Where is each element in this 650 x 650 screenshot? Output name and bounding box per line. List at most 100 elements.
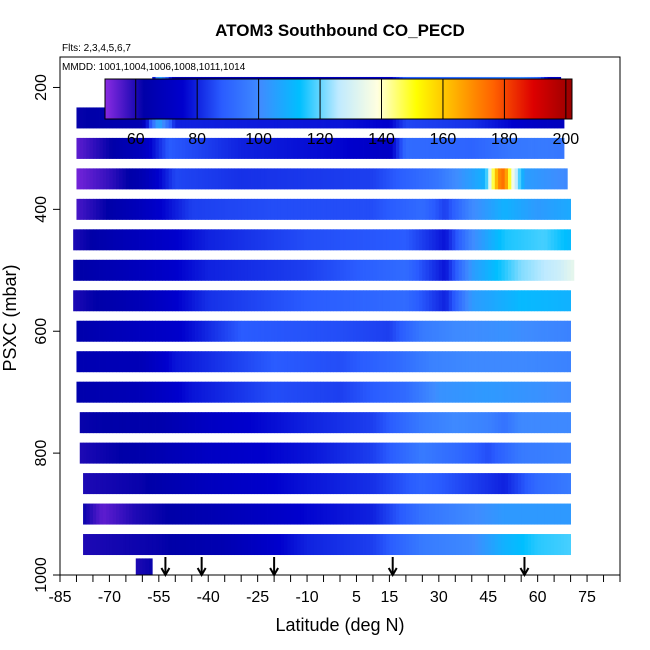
heatmap-cell	[109, 198, 114, 220]
heatmap-cell	[343, 534, 347, 556]
heatmap-cell	[264, 137, 268, 159]
heatmap-cell	[521, 137, 525, 159]
heatmap-cell	[471, 229, 476, 251]
heatmap-cell	[218, 473, 222, 495]
heatmap-cell	[554, 259, 558, 281]
heatmap-cell	[550, 534, 555, 556]
heatmap-cell	[508, 442, 512, 464]
heatmap-cell	[498, 412, 502, 434]
heatmap-cell	[554, 229, 558, 251]
heatmap-cell	[185, 442, 189, 464]
heatmap-cell	[155, 412, 160, 434]
heatmap-cell	[86, 320, 91, 342]
heatmap-cell	[422, 168, 427, 190]
heatmap-cell	[524, 381, 529, 403]
heatmap-cell	[419, 351, 423, 373]
heatmap-cell	[99, 473, 104, 495]
heatmap-cell	[280, 290, 285, 312]
heatmap-cell	[356, 473, 361, 495]
heatmap-cell	[547, 442, 552, 464]
heatmap-cell	[376, 412, 380, 434]
heatmap-cell	[125, 259, 130, 281]
heatmap-cell	[135, 259, 140, 281]
heatmap-cell	[316, 198, 321, 220]
heatmap-cell	[264, 229, 268, 251]
heatmap-cell	[274, 442, 278, 464]
heatmap-cell	[293, 137, 298, 159]
heatmap-cell	[488, 534, 492, 556]
heatmap-cell	[511, 198, 515, 220]
heatmap-cell	[201, 381, 206, 403]
heatmap-cell	[396, 442, 400, 464]
heatmap-cell	[478, 137, 483, 159]
heatmap-cell	[435, 442, 440, 464]
heatmap-cell	[564, 198, 568, 220]
heatmap-cell	[554, 473, 558, 495]
heatmap-cell	[188, 259, 193, 281]
heatmap-cell	[221, 168, 226, 190]
heatmap-cell	[185, 137, 189, 159]
heatmap-cell	[488, 473, 492, 495]
heatmap-cell	[99, 320, 104, 342]
heatmap-cell	[218, 534, 222, 556]
heatmap-cell	[264, 320, 268, 342]
heatmap-cell	[145, 229, 150, 251]
heatmap-cell	[231, 229, 235, 251]
heatmap-cell	[372, 534, 377, 556]
heatmap-cell	[330, 290, 334, 312]
heatmap-cell	[181, 503, 186, 525]
heatmap-cell	[346, 412, 351, 434]
heatmap-cell	[293, 198, 298, 220]
heatmap-cell	[284, 320, 288, 342]
heatmap-cell	[264, 351, 268, 373]
heatmap-cell	[224, 320, 229, 342]
heatmap-cell	[92, 259, 97, 281]
heatmap-cell	[125, 473, 130, 495]
heatmap-cell	[455, 351, 459, 373]
heatmap-cell	[428, 168, 433, 190]
heatmap-cell	[534, 198, 539, 220]
heatmap-cell	[168, 259, 173, 281]
heatmap-cell	[363, 351, 367, 373]
heatmap-cell	[448, 351, 453, 373]
heatmap-cell	[392, 290, 397, 312]
heatmap-cell	[438, 198, 443, 220]
heatmap-cell	[145, 198, 150, 220]
heatmap-cell	[316, 290, 321, 312]
heatmap-cell	[527, 229, 532, 251]
heatmap-cell	[379, 320, 384, 342]
heatmap-cell	[234, 259, 239, 281]
heatmap-cell	[521, 381, 525, 403]
heatmap-cell	[484, 198, 489, 220]
heatmap-cell	[428, 381, 433, 403]
heatmap-cell	[389, 473, 394, 495]
heatmap-cell	[491, 168, 496, 190]
heatmap-cell	[494, 534, 499, 556]
heatmap-cell	[99, 229, 104, 251]
heatmap-cell	[178, 320, 183, 342]
heatmap-cell	[148, 503, 153, 525]
heatmap-cell	[251, 290, 255, 312]
heatmap-cell	[316, 229, 321, 251]
heatmap-cell	[135, 198, 140, 220]
heatmap-cell	[396, 137, 400, 159]
heatmap-cell	[158, 381, 163, 403]
heatmap-cell	[511, 381, 515, 403]
heatmap-cell	[544, 381, 548, 403]
heatmap-cell	[422, 259, 427, 281]
heatmap-cell	[290, 229, 295, 251]
heatmap-cell	[260, 259, 265, 281]
heatmap-cell	[195, 412, 199, 434]
heatmap-cell	[165, 290, 170, 312]
heatmap-cell	[349, 229, 354, 251]
heatmap-cell	[122, 412, 127, 434]
heatmap-cell	[237, 442, 242, 464]
heatmap-cell	[547, 320, 552, 342]
heatmap-cell	[379, 412, 384, 434]
heatmap-cell	[132, 168, 137, 190]
heatmap-cell	[201, 290, 206, 312]
heatmap-cell	[270, 259, 275, 281]
heatmap-cell	[435, 259, 440, 281]
heatmap-cell	[181, 168, 186, 190]
heatmap-cell	[99, 137, 104, 159]
